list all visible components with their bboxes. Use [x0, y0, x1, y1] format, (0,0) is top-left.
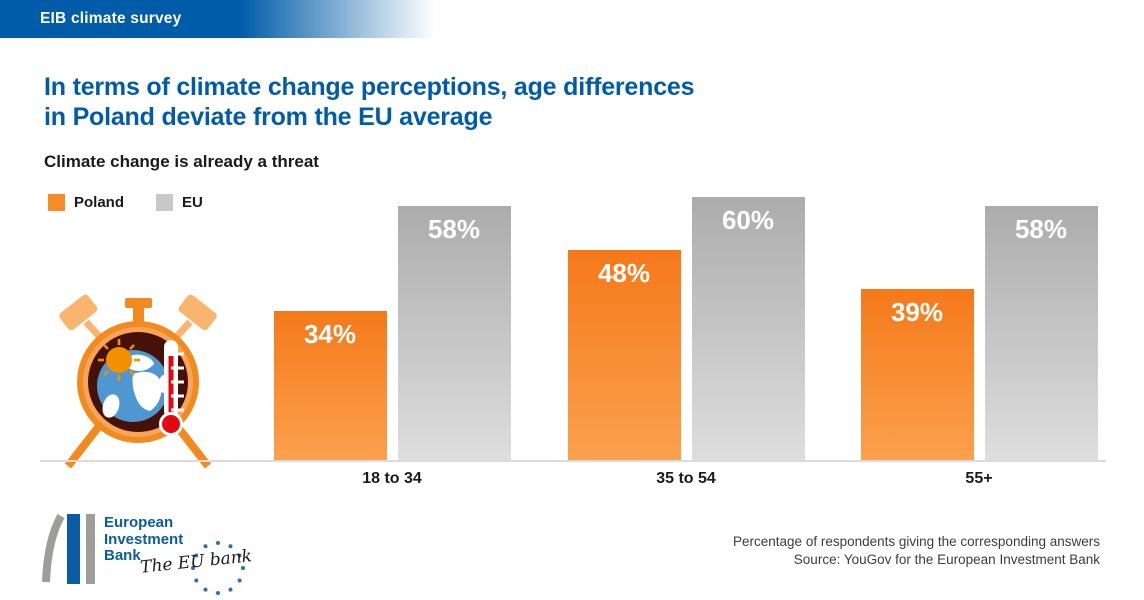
top-banner: EIB climate survey [0, 0, 1144, 38]
eu-stars-circle [191, 541, 245, 595]
logo-gray-bar [86, 514, 95, 584]
clock-top-cap [125, 298, 152, 308]
banner-label: EIB climate survey [40, 10, 182, 27]
logo-curved-bar [42, 514, 65, 583]
clock-right-bell [178, 294, 217, 331]
bar-value-label: 39% [890, 297, 944, 328]
bar-poland-55+: 39% [860, 289, 974, 461]
logo-name-line3: Bank [104, 547, 141, 564]
thermometer-icon [159, 340, 184, 436]
logo-blue-bar [67, 514, 80, 584]
page-title-line1: In terms of climate change perceptions, … [44, 73, 695, 101]
x-axis-line [40, 460, 1106, 462]
logo-name-line1: European [104, 514, 174, 531]
legend-label-poland: Poland [74, 194, 125, 211]
source-note-line1: Percentage of respondents giving the cor… [733, 534, 1100, 549]
eib-logo: European Investment Bank The EU bank [40, 512, 320, 595]
bar-eu-35-to-54: 60% [691, 197, 805, 461]
bar-value-label: 60% [721, 205, 775, 235]
legend-item-poland: Poland [48, 194, 124, 211]
clock-left-bell [59, 294, 98, 331]
clock-top-stem [133, 308, 144, 328]
sun-icon [98, 339, 140, 381]
bar-value-label: 58% [1014, 213, 1068, 244]
category-label-35-to-54: 35 to 54 [656, 470, 716, 487]
source-note: Percentage of respondents giving the cor… [733, 533, 1100, 569]
eu-swatch [156, 194, 174, 211]
poland-swatch [48, 194, 65, 211]
bar-poland-35-to-54: 48% [567, 249, 681, 461]
bar-value-label: 58% [427, 213, 481, 244]
bar-chart-plot: 34% 58% 48% 60% 39% 58% [0, 181, 1144, 461]
bar-eu-18-to-34: 58% [397, 205, 511, 461]
category-label-18-to-34: 18 to 34 [362, 470, 422, 487]
globe-continent-samerica [102, 394, 120, 418]
legend-item-eu: EU [156, 194, 203, 211]
bar-eu-55+: 58% [984, 205, 1098, 461]
legend-label-eu: EU [182, 194, 203, 211]
eib-logo-name: European Investment Bank [104, 514, 184, 565]
logo-name-line2: Investment [104, 530, 184, 548]
chart-legend: Poland EU [48, 194, 235, 211]
bar-poland-18-to-34: 34% [273, 311, 387, 461]
eib-logo-bars [42, 514, 95, 584]
bar-value-label: 34% [303, 319, 357, 350]
alarm-clock-illustration [59, 294, 217, 469]
globe-continent-africa [132, 371, 162, 411]
page-title: In terms of climate change perceptions, … [44, 72, 695, 132]
page-title-line2: in Poland deviate from the EU average [44, 103, 493, 131]
chart-subtitle: Climate change is already a threat [44, 152, 319, 171]
bar-value-label: 48% [597, 257, 651, 288]
category-label-55+: 55+ [965, 470, 993, 487]
source-note-line2: Source: YouGov for the European Investme… [793, 552, 1100, 567]
